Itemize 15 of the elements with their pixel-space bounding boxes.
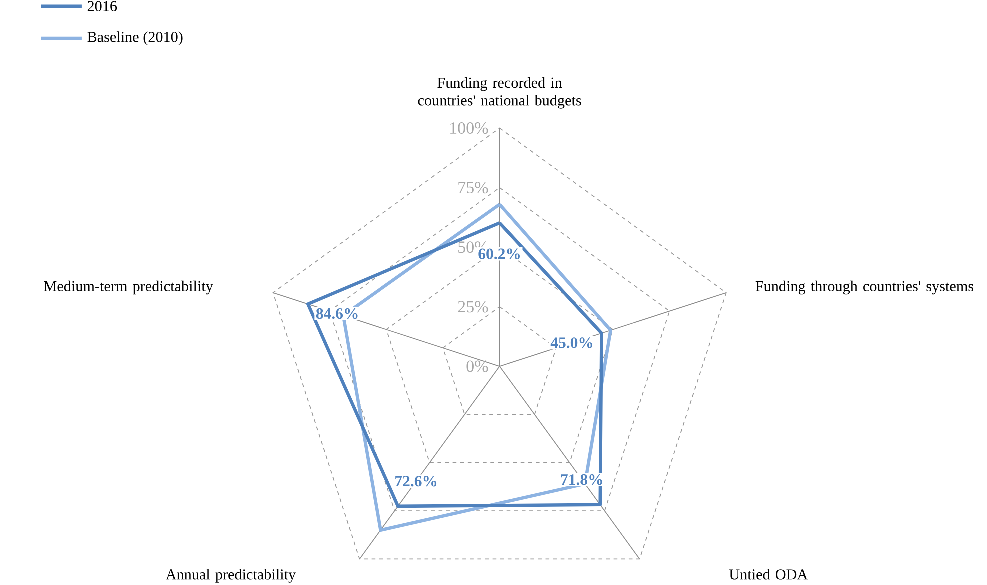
data-label: 45.0% xyxy=(550,337,592,348)
legend-label: Baseline (2010) xyxy=(88,31,183,46)
spoke-label: Medium-term predictability xyxy=(44,280,214,294)
data-label: 84.6% xyxy=(316,308,358,319)
legend-label: 2016 xyxy=(88,1,118,12)
data-label: 71.8% xyxy=(561,474,602,485)
y-tick-label: 0% xyxy=(466,360,488,372)
data-label: 72.6% xyxy=(396,476,437,487)
spoke-label: Annual predictability xyxy=(166,568,296,583)
y-tick-label: 100% xyxy=(450,122,488,134)
y-tick-label: 75% xyxy=(458,182,488,194)
spoke-label: Untied ODA xyxy=(729,568,808,580)
spoke-label: Funding recorded in countries' national budgets xyxy=(418,77,582,109)
y-tick-label: 25% xyxy=(458,300,488,313)
spoke-label: Funding through countries' systems xyxy=(756,280,974,294)
